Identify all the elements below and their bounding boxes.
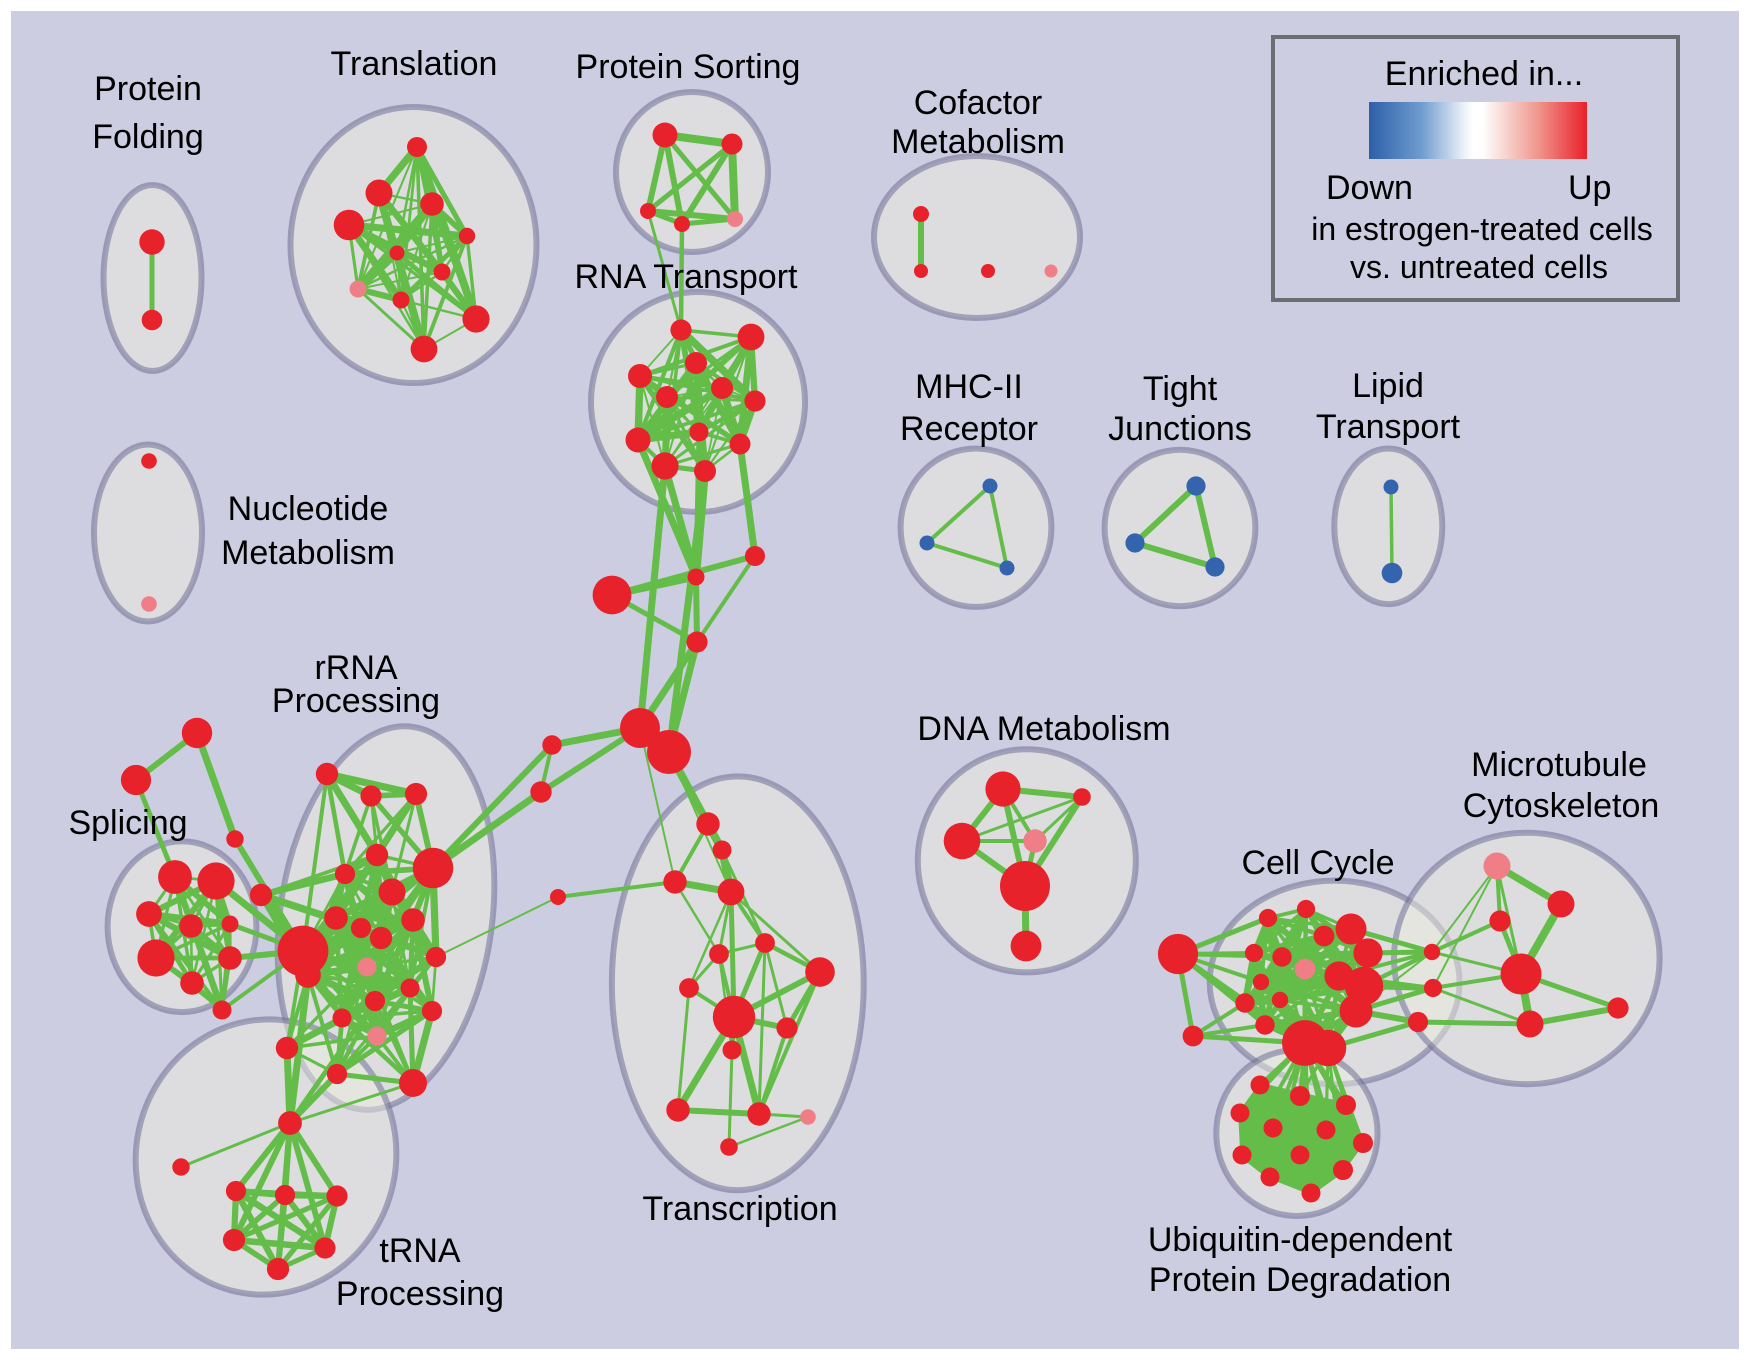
svg-text:Protein Degradation: Protein Degradation — [1149, 1261, 1451, 1299]
svg-text:Splicing: Splicing — [68, 804, 187, 842]
svg-text:Protein: Protein — [94, 70, 202, 108]
svg-text:Cell Cycle: Cell Cycle — [1241, 844, 1394, 882]
svg-text:Up: Up — [1568, 169, 1611, 207]
svg-text:Folding: Folding — [92, 118, 204, 156]
svg-text:rRNA: rRNA — [314, 649, 397, 687]
svg-text:Receptor: Receptor — [900, 410, 1038, 448]
svg-text:in estrogen-treated cells: in estrogen-treated cells — [1311, 211, 1653, 247]
svg-text:Ubiquitin-dependent: Ubiquitin-dependent — [1148, 1221, 1453, 1259]
svg-text:Microtubule: Microtubule — [1471, 746, 1647, 784]
svg-text:MHC-II: MHC-II — [915, 368, 1023, 406]
svg-text:Processing: Processing — [336, 1275, 504, 1313]
svg-text:Metabolism: Metabolism — [221, 534, 395, 572]
svg-text:Protein Sorting: Protein Sorting — [576, 48, 801, 86]
svg-text:Metabolism: Metabolism — [891, 123, 1065, 161]
svg-text:RNA Transport: RNA Transport — [575, 258, 799, 296]
svg-text:Cytoskeleton: Cytoskeleton — [1463, 787, 1660, 825]
svg-text:tRNA: tRNA — [379, 1232, 461, 1270]
svg-text:Transport: Transport — [1316, 408, 1461, 446]
svg-text:Translation: Translation — [331, 45, 498, 83]
svg-text:Transcription: Transcription — [642, 1190, 837, 1228]
svg-text:Junctions: Junctions — [1108, 410, 1252, 448]
svg-text:Lipid: Lipid — [1352, 367, 1424, 405]
svg-text:Nucleotide: Nucleotide — [228, 490, 389, 528]
svg-text:DNA Metabolism: DNA Metabolism — [917, 710, 1170, 748]
svg-text:vs. untreated cells: vs. untreated cells — [1350, 249, 1608, 285]
svg-text:Enriched in...: Enriched in... — [1385, 55, 1583, 93]
svg-text:Tight: Tight — [1143, 370, 1218, 408]
svg-text:Cofactor: Cofactor — [914, 84, 1043, 122]
svg-text:Down: Down — [1326, 169, 1413, 207]
svg-text:Processing: Processing — [272, 682, 440, 720]
